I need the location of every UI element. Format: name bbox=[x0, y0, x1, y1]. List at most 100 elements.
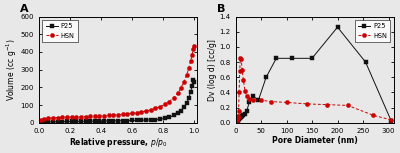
P25 bbox=[256, 99, 261, 101]
HSN bbox=[78, 116, 83, 118]
P25 bbox=[50, 121, 55, 123]
HSN bbox=[242, 90, 247, 92]
HSN bbox=[153, 107, 158, 109]
P25 bbox=[274, 57, 279, 59]
HSN bbox=[325, 104, 330, 106]
HSN bbox=[167, 101, 172, 103]
HSN bbox=[259, 99, 264, 101]
P25 bbox=[116, 120, 120, 122]
P25 bbox=[144, 119, 148, 121]
P25 bbox=[148, 119, 153, 121]
HSN bbox=[186, 67, 191, 69]
P25 bbox=[41, 121, 46, 123]
HSN bbox=[64, 116, 69, 118]
HSN bbox=[172, 97, 176, 99]
Legend: P25, HSN: P25, HSN bbox=[42, 20, 78, 42]
HSN bbox=[234, 119, 239, 121]
Line: P25: P25 bbox=[39, 79, 196, 124]
P25 bbox=[55, 121, 60, 123]
Line: HSN: HSN bbox=[234, 56, 393, 123]
HSN bbox=[234, 120, 239, 121]
P25 bbox=[186, 97, 191, 99]
HSN bbox=[125, 113, 130, 115]
P25 bbox=[264, 76, 268, 78]
P25 bbox=[158, 118, 162, 120]
HSN bbox=[244, 95, 249, 97]
P25 bbox=[153, 119, 158, 120]
HSN bbox=[92, 115, 97, 117]
P25 bbox=[289, 57, 294, 59]
P25 bbox=[241, 114, 246, 116]
P25 bbox=[236, 119, 240, 121]
P25 bbox=[389, 120, 394, 121]
P25 bbox=[64, 121, 69, 122]
P25 bbox=[78, 120, 83, 122]
HSN bbox=[238, 57, 243, 59]
P25 bbox=[130, 119, 134, 121]
P25 bbox=[139, 119, 144, 121]
P25 bbox=[97, 120, 102, 122]
Text: A: A bbox=[20, 4, 29, 14]
HSN bbox=[102, 115, 106, 117]
HSN bbox=[247, 98, 252, 100]
HSN bbox=[116, 114, 120, 116]
HSN bbox=[182, 81, 186, 83]
P25 bbox=[244, 110, 249, 112]
P25 bbox=[191, 79, 196, 81]
Line: P25: P25 bbox=[235, 25, 393, 124]
HSN bbox=[178, 87, 183, 89]
HSN bbox=[192, 45, 196, 47]
P25 bbox=[120, 120, 125, 122]
P25 bbox=[237, 117, 242, 119]
P25 bbox=[38, 121, 43, 123]
HSN bbox=[111, 114, 116, 116]
P25 bbox=[239, 116, 244, 118]
HSN bbox=[235, 117, 240, 119]
HSN bbox=[162, 104, 167, 105]
P25 bbox=[111, 120, 116, 122]
HSN bbox=[191, 48, 196, 50]
HSN bbox=[237, 92, 242, 93]
Line: HSN: HSN bbox=[38, 44, 196, 122]
P25 bbox=[234, 121, 239, 123]
HSN bbox=[120, 114, 125, 115]
P25 bbox=[60, 121, 65, 123]
P25 bbox=[175, 112, 180, 114]
P25 bbox=[184, 103, 189, 104]
P25 bbox=[125, 120, 130, 121]
Text: B: B bbox=[216, 4, 225, 14]
HSN bbox=[240, 69, 244, 71]
HSN bbox=[190, 54, 194, 56]
P25 bbox=[190, 85, 194, 87]
P25 bbox=[310, 57, 314, 59]
Legend: P25, HSN: P25, HSN bbox=[355, 20, 390, 42]
P25 bbox=[172, 115, 176, 116]
P25 bbox=[237, 117, 242, 118]
P25 bbox=[134, 119, 139, 121]
P25 bbox=[46, 121, 51, 123]
HSN bbox=[237, 70, 242, 72]
HSN bbox=[106, 115, 111, 116]
P25 bbox=[235, 120, 240, 122]
P25 bbox=[242, 113, 247, 115]
HSN bbox=[234, 120, 239, 122]
P25 bbox=[178, 110, 183, 112]
HSN bbox=[130, 112, 134, 114]
HSN bbox=[175, 92, 180, 94]
HSN bbox=[184, 74, 189, 76]
HSN bbox=[144, 110, 148, 112]
HSN bbox=[241, 79, 246, 81]
HSN bbox=[148, 109, 153, 111]
P25 bbox=[162, 118, 167, 119]
HSN bbox=[69, 116, 74, 118]
HSN bbox=[389, 119, 394, 121]
P25 bbox=[102, 120, 106, 122]
HSN bbox=[60, 116, 65, 118]
HSN bbox=[236, 111, 241, 112]
HSN bbox=[83, 116, 88, 117]
P25 bbox=[236, 118, 241, 120]
HSN bbox=[50, 117, 55, 119]
P25 bbox=[106, 120, 111, 122]
P25 bbox=[192, 81, 196, 83]
HSN bbox=[239, 58, 244, 60]
